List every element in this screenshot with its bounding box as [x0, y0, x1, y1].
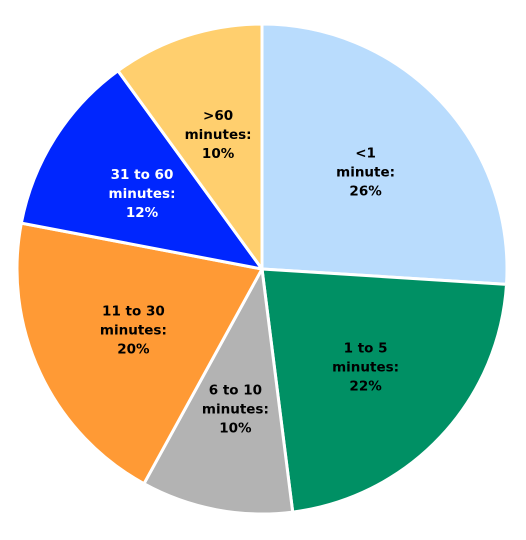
pie-slice-label-line: 1 to 5 — [344, 340, 388, 356]
pie-slices — [15, 22, 509, 516]
pie-slice-label-line: 10% — [202, 146, 235, 162]
pie-slice-0 — [260, 22, 509, 286]
pie-slice-label-line: <1 — [355, 146, 376, 162]
pie-slice-label-line: 22% — [349, 378, 382, 394]
pie-slice-label-line: 12% — [126, 205, 159, 221]
pie-slice-label-line: minute: — [336, 165, 395, 181]
pie-slice-label-0: <1 minute: 26% — [336, 146, 395, 200]
pie-labels: <1 minute: 26% 1 to 5 minutes: 22% 6 to 10 minu… — [100, 108, 399, 437]
pie-slice-label-line: minutes: — [202, 402, 269, 418]
pie-slice-5 — [116, 22, 264, 271]
pie-slice-label-5: >60 minutes: 10% — [185, 108, 252, 162]
pie-slice-label-1: 1 to 5 minutes: 22% — [332, 340, 399, 394]
pie-slice-1 — [260, 267, 509, 514]
pie-slice-label-line: minutes: — [100, 323, 167, 339]
pie-slice-label-line: 31 to 60 — [111, 167, 174, 183]
pie-slice-label-3: 11 to 30 minutes: 20% — [100, 304, 167, 358]
pie-slice-label-line: 6 to 10 — [209, 383, 262, 399]
pie-slice-2 — [142, 267, 295, 516]
pie-slice-label-line: minutes: — [185, 127, 252, 143]
pie-slice-label-line: >60 — [203, 108, 233, 124]
pie-slice-label-line: 26% — [349, 184, 382, 200]
pie-slice-label-line: 11 to 30 — [102, 304, 165, 320]
pie-slice-3 — [15, 221, 264, 486]
pie-slice-label-line: minutes: — [332, 359, 399, 375]
pie-slice-label-4: 31 to 60 minutes: 12% — [109, 167, 176, 221]
pie-slice-label-line: minutes: — [109, 186, 176, 202]
pie-slice-4 — [19, 69, 264, 271]
pie-slice-label-line: 10% — [219, 421, 252, 437]
pie-slice-label-line: 20% — [117, 342, 150, 358]
pie-slice-label-2: 6 to 10 minutes: 10% — [202, 383, 269, 437]
